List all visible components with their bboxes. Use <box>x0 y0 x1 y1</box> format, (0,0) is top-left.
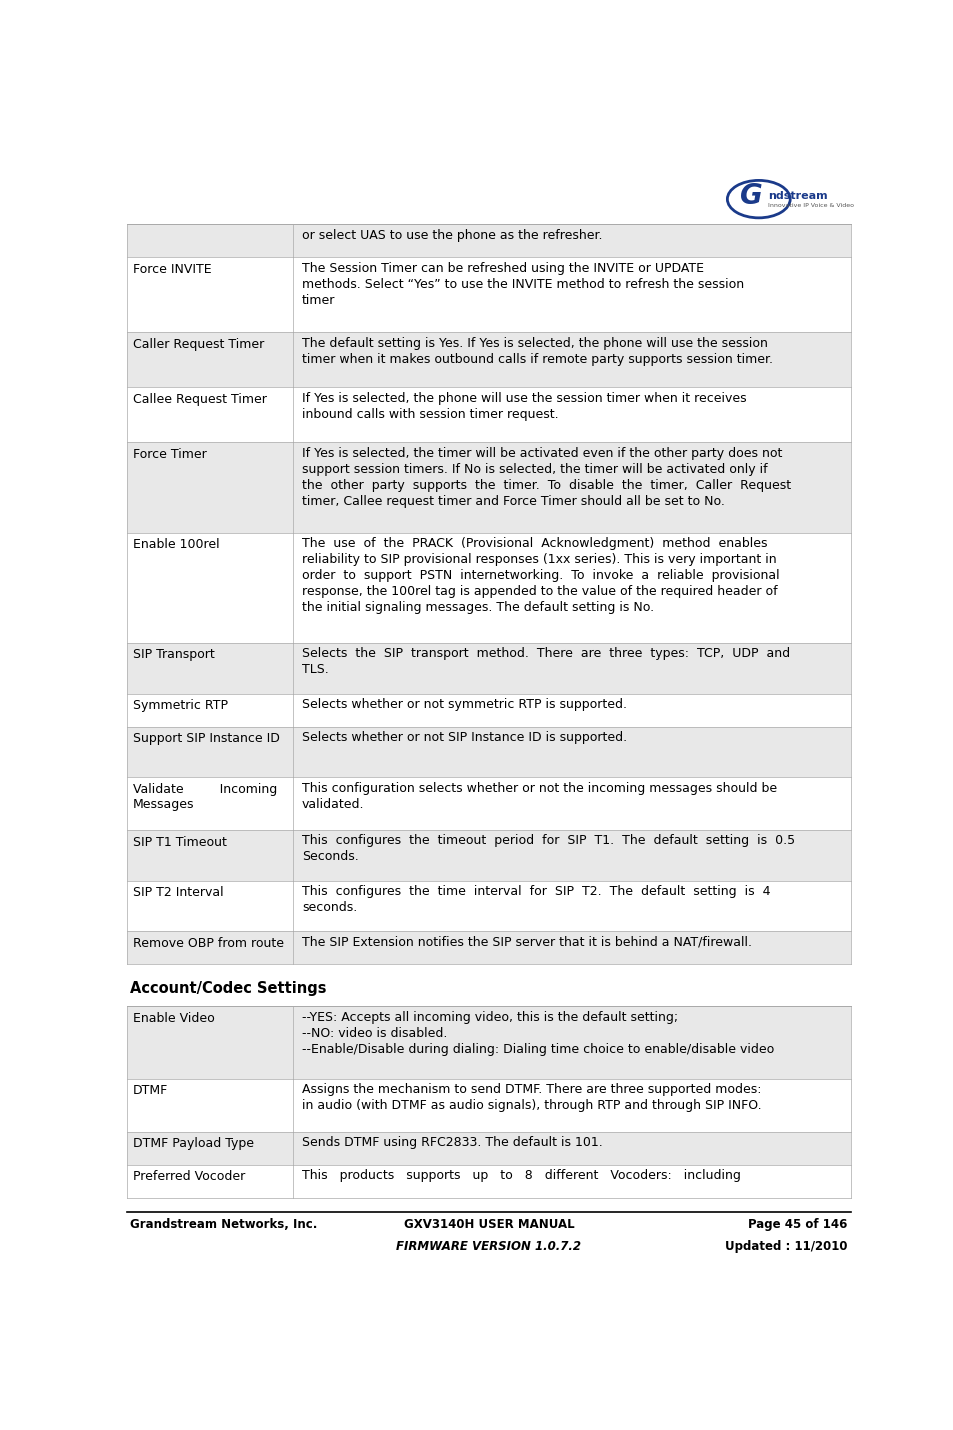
Text: Preferred Vocoder: Preferred Vocoder <box>132 1170 245 1183</box>
Bar <box>293 225 850 257</box>
Bar <box>293 1078 850 1131</box>
Bar <box>127 257 293 332</box>
Text: ndstream: ndstream <box>767 190 827 200</box>
Bar <box>127 388 293 442</box>
Bar <box>127 1007 293 1078</box>
Bar <box>293 726 850 778</box>
Text: Caller Request Timer: Caller Request Timer <box>132 337 264 350</box>
Text: Updated : 11/2010: Updated : 11/2010 <box>724 1240 846 1253</box>
Bar <box>293 533 850 644</box>
Bar <box>127 533 293 644</box>
Text: The SIP Extension notifies the SIP server that it is behind a NAT/firewall.: The SIP Extension notifies the SIP serve… <box>301 935 751 948</box>
Bar <box>127 1165 293 1198</box>
Text: This  configures  the  time  interval  for  SIP  T2.  The  default  setting  is : This configures the time interval for SI… <box>301 885 770 914</box>
Bar <box>293 1007 850 1078</box>
Text: Support SIP Instance ID: Support SIP Instance ID <box>132 732 279 745</box>
Bar <box>127 778 293 829</box>
Text: Enable Video: Enable Video <box>132 1012 214 1025</box>
Bar <box>127 726 293 778</box>
Bar <box>293 1131 850 1165</box>
Bar <box>127 1078 293 1131</box>
Text: SIP Transport: SIP Transport <box>132 648 214 662</box>
Bar <box>127 1131 293 1165</box>
Bar <box>293 931 850 964</box>
Text: Callee Request Timer: Callee Request Timer <box>132 393 266 406</box>
Text: If Yes is selected, the phone will use the session timer when it receives
inboun: If Yes is selected, the phone will use t… <box>301 392 745 420</box>
Bar <box>293 694 850 726</box>
Text: or select UAS to use the phone as the refresher.: or select UAS to use the phone as the re… <box>301 229 601 242</box>
Text: DTMF: DTMF <box>132 1084 168 1097</box>
Text: Remove OBP from route: Remove OBP from route <box>132 937 283 950</box>
Bar <box>127 881 293 931</box>
Bar <box>293 881 850 931</box>
Text: Symmetric RTP: Symmetric RTP <box>132 699 228 712</box>
Text: FIRMWARE VERSION 1.0.7.2: FIRMWARE VERSION 1.0.7.2 <box>396 1240 580 1253</box>
Bar <box>127 332 293 388</box>
Text: SIP T2 Interval: SIP T2 Interval <box>132 887 223 899</box>
Text: DTMF Payload Type: DTMF Payload Type <box>132 1137 253 1150</box>
Text: SIP T1 Timeout: SIP T1 Timeout <box>132 835 226 848</box>
Bar <box>127 931 293 964</box>
Bar <box>293 644 850 694</box>
Text: GXV3140H USER MANUAL: GXV3140H USER MANUAL <box>403 1218 574 1231</box>
Text: Selects  the  SIP  transport  method.  There  are  three  types:  TCP,  UDP  and: Selects the SIP transport method. There … <box>301 648 789 676</box>
Text: The Session Timer can be refreshed using the INVITE or UPDATE
methods. Select “Y: The Session Timer can be refreshed using… <box>301 262 743 307</box>
Text: The default setting is Yes. If Yes is selected, the phone will use the session
t: The default setting is Yes. If Yes is se… <box>301 337 772 366</box>
Text: Account/Codec Settings: Account/Codec Settings <box>131 981 327 995</box>
Bar <box>293 1165 850 1198</box>
Bar <box>293 332 850 388</box>
Bar <box>127 829 293 881</box>
Text: Force Timer: Force Timer <box>132 448 206 460</box>
Text: Sends DTMF using RFC2833. The default is 101.: Sends DTMF using RFC2833. The default is… <box>301 1137 602 1150</box>
Text: Grandstream Networks, Inc.: Grandstream Networks, Inc. <box>131 1218 317 1231</box>
Text: If Yes is selected, the timer will be activated even if the other party does not: If Yes is selected, the timer will be ac… <box>301 448 790 508</box>
Text: Enable 100rel: Enable 100rel <box>132 538 219 552</box>
Bar <box>293 257 850 332</box>
Text: Validate         Incoming
Messages: Validate Incoming Messages <box>132 782 276 811</box>
Text: Assigns the mechanism to send DTMF. There are three supported modes:
in audio (w: Assigns the mechanism to send DTMF. Ther… <box>301 1084 760 1113</box>
Text: G: G <box>740 182 762 210</box>
Bar <box>127 225 293 257</box>
Bar <box>293 388 850 442</box>
Text: --YES: Accepts all incoming video, this is the default setting;
--NO: video is d: --YES: Accepts all incoming video, this … <box>301 1011 773 1055</box>
Text: Force INVITE: Force INVITE <box>132 263 211 276</box>
Bar <box>127 442 293 533</box>
Bar <box>127 694 293 726</box>
Text: Selects whether or not SIP Instance ID is supported.: Selects whether or not SIP Instance ID i… <box>301 731 626 744</box>
Text: Page 45 of 146: Page 45 of 146 <box>747 1218 846 1231</box>
Bar <box>127 644 293 694</box>
Text: Innovative IP Voice & Video: Innovative IP Voice & Video <box>767 203 854 209</box>
Text: The  use  of  the  PRACK  (Provisional  Acknowledgment)  method  enables
reliabi: The use of the PRACK (Provisional Acknow… <box>301 538 779 613</box>
Bar <box>293 778 850 829</box>
Bar <box>293 442 850 533</box>
Bar <box>293 829 850 881</box>
Text: This  configures  the  timeout  period  for  SIP  T1.  The  default  setting  is: This configures the timeout period for S… <box>301 835 794 864</box>
Text: Selects whether or not symmetric RTP is supported.: Selects whether or not symmetric RTP is … <box>301 698 626 711</box>
Text: This configuration selects whether or not the incoming messages should be
valida: This configuration selects whether or no… <box>301 782 776 811</box>
Text: This   products   supports   up   to   8   different   Vocoders:   including: This products supports up to 8 different… <box>301 1170 740 1183</box>
